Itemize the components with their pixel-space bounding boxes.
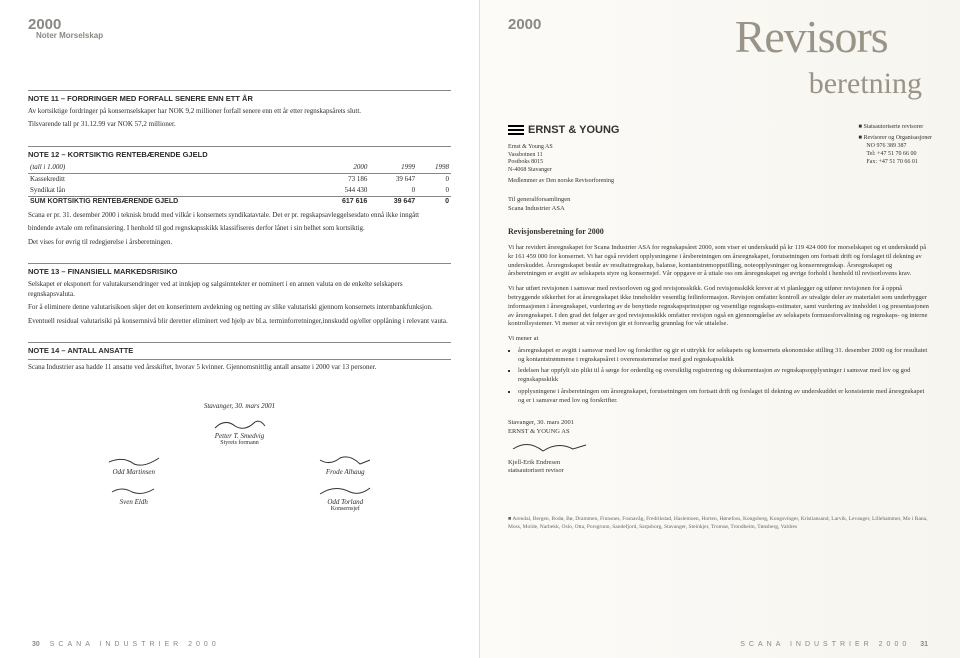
table-row: Syndikat lån 544 430 0 0 xyxy=(28,185,451,197)
note11-p1: Av kortsiktige fordringer på konsernsels… xyxy=(28,107,451,116)
note13-head: NOTE 13 – FINANSIELL MARKEDSRISIKO xyxy=(28,263,451,276)
signature-icon xyxy=(210,416,270,432)
note12-head: NOTE 12 – KORTSIKTIG RENTEBÆRENDE GJELD xyxy=(28,146,451,159)
sig-m1: Odd Martinsen xyxy=(104,468,164,476)
note12-p3: Det vises for øvrig til redegjørelse i å… xyxy=(28,238,451,247)
offices-list: ■ Arendal, Bergen, Bodø, Bø, Drammen, Fi… xyxy=(508,516,932,531)
sig-place: Stavanger, 30. mars 2001 xyxy=(28,402,451,410)
pgno-left: 30 xyxy=(32,641,40,648)
sig-chair-role: Styrets formann xyxy=(28,440,451,446)
rp-p3: Vi mener at xyxy=(508,335,932,344)
note13-p1: Selskapet er eksponert for valutakursend… xyxy=(28,280,451,299)
title2: beretning xyxy=(809,67,922,100)
tbl-unit: (tall i 1.000) xyxy=(28,162,314,174)
note14-p1: Scana Industrier asa hadde 11 ansatte ve… xyxy=(28,359,451,372)
footer-right: SCANA INDUSTRIER 2000 31 xyxy=(740,641,932,648)
note11-p2: Tilsvarende tall pr 31.12.99 var NOK 57,… xyxy=(28,120,451,129)
title-block: Revisors beretning xyxy=(735,10,928,97)
sig-m2: Frode Alhaug xyxy=(315,468,375,476)
rp-sig: Stavanger, 30. mars 2001 ERNST & YOUNG A… xyxy=(508,419,932,476)
note13-p3: Eventuell residual valutarisiki på konse… xyxy=(28,317,451,326)
ey-logo: ERNST & YOUNG xyxy=(508,123,619,138)
list-item: ledelsen har oppfylt sin plikt til å sør… xyxy=(518,367,932,385)
note13-p2: For å eliminere denne valutarisikoen skj… xyxy=(28,303,451,312)
signature-icon xyxy=(104,482,164,498)
tbl-col-1999: 1999 xyxy=(369,162,417,174)
rp-p2: Vi har utført revisjonen i samsvar med r… xyxy=(508,285,932,329)
report-head: Revisjonsberetning for 2000 xyxy=(508,227,932,238)
table-sum-row: SUM KORTSIKTIG RENTEBÆRENDE GJELD 617 61… xyxy=(28,196,451,207)
footer-left: 30 SCANA INDUSTRIER 2000 xyxy=(28,641,220,648)
sig-m3: Sven Eldh xyxy=(104,498,164,506)
rp-p1: Vi har revidert årsregnskapet for Scana … xyxy=(508,244,932,279)
signature-icon xyxy=(508,437,588,455)
signature-icon xyxy=(315,482,375,498)
note11-head: NOTE 11 – FORDRINGER MED FORFALL SENERE … xyxy=(28,90,451,103)
list-item: opplysningene i årsberetningen om årsreg… xyxy=(518,388,932,406)
tbl-col-2000: 2000 xyxy=(314,162,369,174)
ey-rightcol: ■ Statsautoriserte revisorer ■ Revisorer… xyxy=(858,123,932,186)
signature-icon xyxy=(315,452,375,468)
page-right: 2000 Revisors beretning ERNST & YOUNG Er… xyxy=(480,0,960,658)
ey-bars-icon xyxy=(508,125,524,135)
sig-m4-role: Konsernsjef xyxy=(315,506,375,512)
note12-p1: Scana er pr. 31. desember 2000 i teknisk… xyxy=(28,211,451,220)
table-row: Kassekreditt 73 186 39 647 0 xyxy=(28,173,451,185)
rp-bullets: årsregnskapet er avgitt i samsvar med lo… xyxy=(508,347,932,406)
tbl-col-1998: 1998 xyxy=(417,162,451,174)
footer-right-text: SCANA INDUSTRIER 2000 xyxy=(740,641,910,648)
addressee: Til generalforsamlingen Scana Industrier… xyxy=(508,196,932,214)
ey-addr: Ernst & Young AS Vassbotnen 11 Postboks … xyxy=(508,144,619,186)
signature-icon xyxy=(104,452,164,468)
page-left: 2000 Noter Morselskap NOTE 11 – FORDRING… xyxy=(0,0,480,658)
list-item: årsregnskapet er avgitt i samsvar med lo… xyxy=(518,347,932,365)
pgno-right: 31 xyxy=(920,641,928,648)
note12-p2: bindende avtale om refinansiering. I hen… xyxy=(28,224,451,233)
title1: Revisors xyxy=(735,11,888,62)
audit-report: ERNST & YOUNG Ernst & Young AS Vassbotne… xyxy=(508,123,932,531)
subhead-left: Noter Morselskap xyxy=(36,31,451,40)
note12-table: (tall i 1.000) 2000 1999 1998 Kassekredi… xyxy=(28,162,451,207)
footer-left-text: SCANA INDUSTRIER 2000 xyxy=(50,641,220,648)
note14-head: NOTE 14 – ANTALL ANSATTE xyxy=(28,342,451,355)
